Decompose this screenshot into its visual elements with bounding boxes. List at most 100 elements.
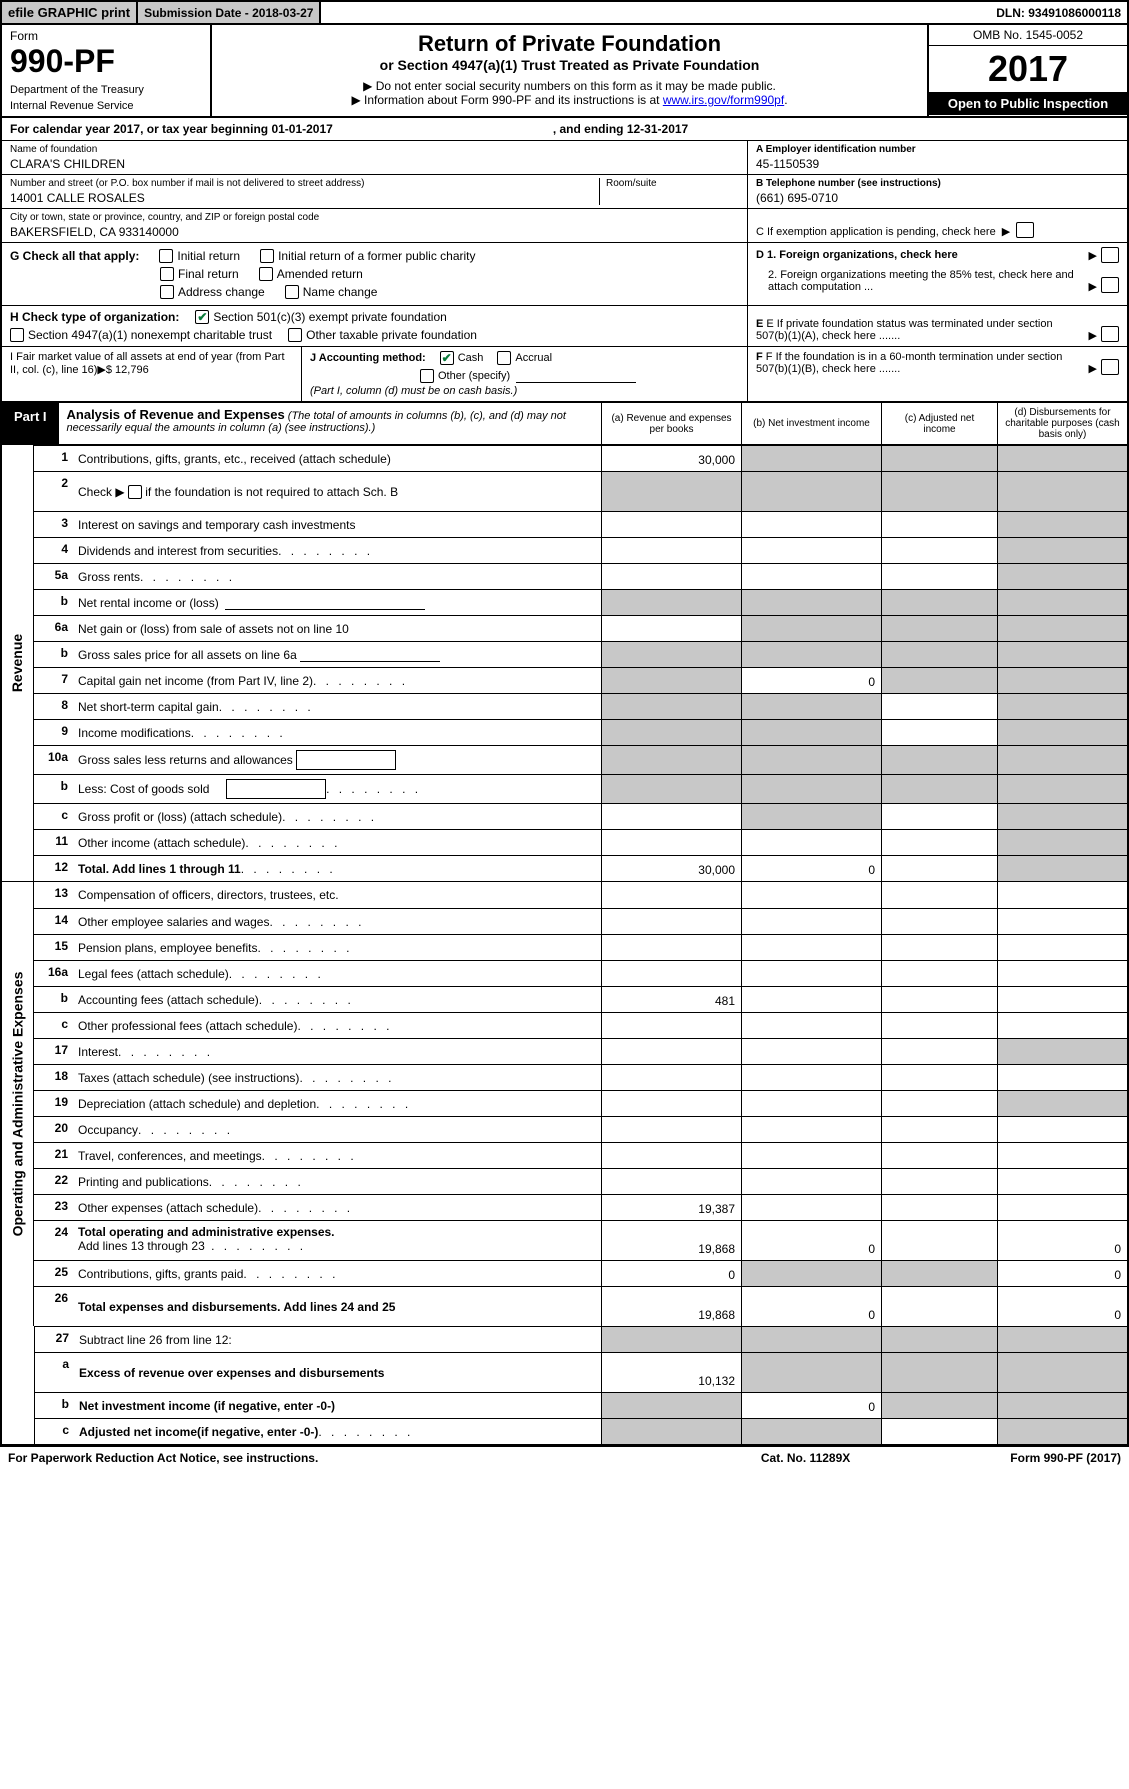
row-desc: Pension plans, employee benefits: [72, 935, 601, 960]
row-desc: Dividends and interest from securities: [72, 538, 601, 563]
schB-checkbox[interactable]: [128, 485, 142, 499]
inline-input[interactable]: [300, 648, 440, 662]
cell-b: [741, 720, 881, 745]
cell-b: 0: [741, 1393, 881, 1418]
row-desc: Net gain or (loss) from sale of assets n…: [72, 616, 601, 641]
cell-d: [997, 642, 1127, 667]
addr-value: 14001 CALLE ROSALES: [10, 191, 599, 205]
initial-former-checkbox[interactable]: Initial return of a former public charit…: [260, 249, 475, 263]
other-taxable-checkbox[interactable]: Other taxable private foundation: [288, 328, 477, 342]
address-change-checkbox[interactable]: Address change: [160, 285, 265, 299]
row-desc: Other income (attach schedule): [72, 830, 601, 855]
d1-checkbox[interactable]: [1101, 247, 1119, 263]
cell-a: 10,132: [601, 1353, 741, 1392]
cell-a: [601, 642, 741, 667]
irs: Internal Revenue Service: [10, 100, 202, 112]
desc-text: Total expenses and disbursements. Add li…: [78, 1300, 395, 1314]
cell-a: [601, 564, 741, 589]
f-block: F F If the foundation is in a 60-month t…: [747, 347, 1127, 401]
accrual-checkbox[interactable]: Accrual: [497, 351, 552, 365]
cell-c: [881, 446, 997, 471]
row-desc: Adjusted net income(if negative, enter -…: [73, 1419, 601, 1444]
form990pf-link[interactable]: www.irs.gov/form990pf: [663, 93, 784, 107]
row-num: 11: [34, 830, 72, 855]
g-lead: G Check all that apply:: [10, 249, 139, 263]
cell-a: [601, 1013, 741, 1038]
row-27c: cAdjusted net income(if negative, enter …: [35, 1418, 1127, 1444]
row-desc: Compensation of officers, directors, tru…: [72, 882, 601, 908]
inline-input[interactable]: [225, 596, 425, 610]
row-8: 8Net short-term capital gain: [34, 693, 1127, 719]
form-title: Return of Private Foundation: [220, 31, 919, 57]
row-desc: Subtract line 26 from line 12:: [73, 1327, 601, 1352]
cell-a: 481: [601, 987, 741, 1012]
desc-text: Net investment income (if negative, ente…: [79, 1399, 335, 1413]
addr-label: Number and street (or P.O. box number if…: [10, 178, 599, 189]
cell-a: 30,000: [601, 446, 741, 471]
row-num: c: [34, 804, 72, 829]
cell-a: [601, 1143, 741, 1168]
cell-d: [997, 1327, 1127, 1352]
501c3-checkbox[interactable]: Section 501(c)(3) exempt private foundat…: [195, 310, 446, 324]
amended-return-label: Amended return: [277, 267, 363, 281]
info-note: ▶ Information about Form 990-PF and its …: [220, 93, 919, 107]
e-block: E E If private foundation status was ter…: [747, 306, 1127, 346]
revenue-text: Revenue: [10, 634, 26, 692]
e-checkbox[interactable]: [1101, 326, 1119, 342]
cell-c: [881, 1353, 997, 1392]
cell-c: [881, 961, 997, 986]
other-specify-line[interactable]: [516, 369, 636, 383]
4947a1-checkbox[interactable]: Section 4947(a)(1) nonexempt charitable …: [10, 328, 272, 342]
cell-d: [997, 1065, 1127, 1090]
room-label: Room/suite: [606, 178, 739, 189]
h-e-row: H Check type of organization: Section 50…: [2, 306, 1127, 347]
cell-a: [601, 512, 741, 537]
cell-d: [997, 1195, 1127, 1220]
row-num: 6a: [34, 616, 72, 641]
cell-b: 0: [741, 1287, 881, 1326]
501c3-label: Section 501(c)(3) exempt private foundat…: [213, 310, 446, 324]
cell-d: [997, 446, 1127, 471]
cell-c: [881, 1169, 997, 1194]
cell-d: [997, 935, 1127, 960]
cell-d: [997, 538, 1127, 563]
cell-b: [741, 830, 881, 855]
cell-a: [601, 1327, 741, 1352]
address-change-label: Address change: [178, 285, 265, 299]
g-d-row: G Check all that apply: Initial return I…: [2, 243, 1127, 306]
inline-box[interactable]: [226, 779, 326, 799]
cell-a: [601, 590, 741, 615]
cell-b: [741, 590, 881, 615]
initial-return-label: Initial return: [177, 249, 240, 263]
year-begin: For calendar year 2017, or tax year begi…: [10, 122, 333, 136]
cell-d: [997, 1091, 1127, 1116]
row-desc: Interest on savings and temporary cash i…: [72, 512, 601, 537]
row-desc: Income modifications: [72, 720, 601, 745]
initial-return-checkbox[interactable]: Initial return: [159, 249, 240, 263]
cell-c: [881, 775, 997, 803]
final-return-checkbox[interactable]: Final return: [160, 267, 239, 281]
f-checkbox[interactable]: [1101, 359, 1119, 375]
row-desc: Net investment income (if negative, ente…: [73, 1393, 601, 1418]
name-change-checkbox[interactable]: Name change: [285, 285, 378, 299]
4947a1-label: Section 4947(a)(1) nonexempt charitable …: [28, 328, 272, 342]
cash-checkbox[interactable]: Cash: [440, 351, 484, 365]
c-checkbox[interactable]: [1016, 222, 1034, 238]
entity-info: Name of foundation CLARA'S CHILDREN Numb…: [2, 141, 1127, 243]
row-18: 18Taxes (attach schedule) (see instructi…: [34, 1064, 1127, 1090]
amended-return-checkbox[interactable]: Amended return: [259, 267, 363, 281]
cell-b: [741, 1117, 881, 1142]
cell-a: [601, 538, 741, 563]
d2-checkbox[interactable]: [1101, 277, 1119, 293]
name-label: Name of foundation: [10, 144, 739, 155]
row-desc: Total expenses and disbursements. Add li…: [72, 1287, 601, 1326]
row-27: 27Subtract line 26 from line 12:: [35, 1326, 1127, 1352]
row-desc: Interest: [72, 1039, 601, 1064]
cell-d: [997, 1419, 1127, 1444]
cell-a: 0: [601, 1261, 741, 1286]
other-method-checkbox[interactable]: Other (specify): [420, 369, 510, 383]
inline-box[interactable]: [296, 750, 396, 770]
efile-print-button[interactable]: efile GRAPHIC print: [2, 2, 138, 23]
row-num: b: [35, 1393, 73, 1418]
cell-c: [881, 1419, 997, 1444]
